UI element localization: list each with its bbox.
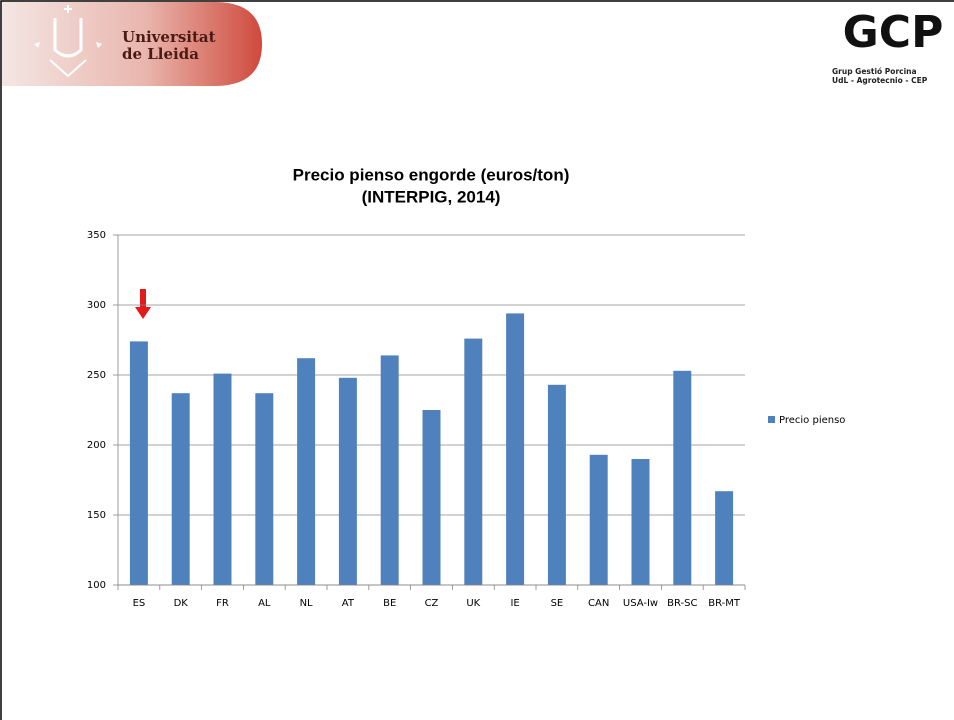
x-tick-label: CZ [425, 598, 439, 609]
university-emblem [34, 5, 102, 78]
university-name: de Lleida [122, 45, 199, 63]
university-name: Universitat [122, 28, 216, 46]
x-tick-label: AT [342, 598, 355, 609]
university-banner [2, 2, 262, 86]
y-tick-label: 350 [87, 230, 106, 241]
bar [631, 459, 650, 585]
bar [547, 384, 566, 585]
chart-title: Precio pienso engorde (euros/ton) [293, 165, 570, 184]
bar [506, 313, 525, 585]
x-tick-label: CAN [588, 598, 609, 609]
bar [422, 410, 441, 585]
gcp-caption: UdL - Agrotecnio - CEP [832, 76, 928, 85]
x-tick-label: UK [466, 598, 480, 609]
x-tick-label: IE [510, 598, 519, 609]
bar [715, 491, 734, 585]
x-tick-label: BR-MT [708, 598, 741, 609]
chart-title: (INTERPIG, 2014) [362, 187, 501, 206]
gcp-logo: GCP [843, 7, 944, 58]
x-tick-label: BR-SC [667, 598, 697, 609]
y-tick-label: 100 [87, 580, 106, 591]
y-tick-label: 300 [87, 300, 106, 311]
bar [380, 355, 399, 585]
bar [673, 370, 692, 585]
bar [255, 393, 274, 585]
x-tick-label: ES [133, 598, 146, 609]
y-tick-label: 250 [87, 370, 106, 381]
x-tick-label: USA-Iw [623, 598, 658, 609]
gcp-caption: Grup Gestió Porcina [832, 67, 917, 76]
bar [589, 454, 608, 585]
x-tick-label: SE [551, 598, 564, 609]
x-tick-label: NL [300, 598, 313, 609]
x-tick-label: AL [258, 598, 271, 609]
bar [171, 393, 190, 585]
bar [338, 377, 357, 585]
x-tick-label: BE [383, 598, 396, 609]
bar [129, 341, 148, 585]
x-tick-label: DK [174, 598, 189, 609]
legend-label: Precio pienso [779, 415, 845, 426]
y-tick-label: 150 [87, 510, 106, 521]
y-tick-label: 200 [87, 440, 106, 451]
bar [297, 358, 316, 585]
bar [213, 373, 232, 585]
x-tick-label: FR [216, 598, 229, 609]
bar [464, 338, 483, 585]
red-arrow [135, 289, 151, 319]
legend-swatch [768, 416, 775, 423]
